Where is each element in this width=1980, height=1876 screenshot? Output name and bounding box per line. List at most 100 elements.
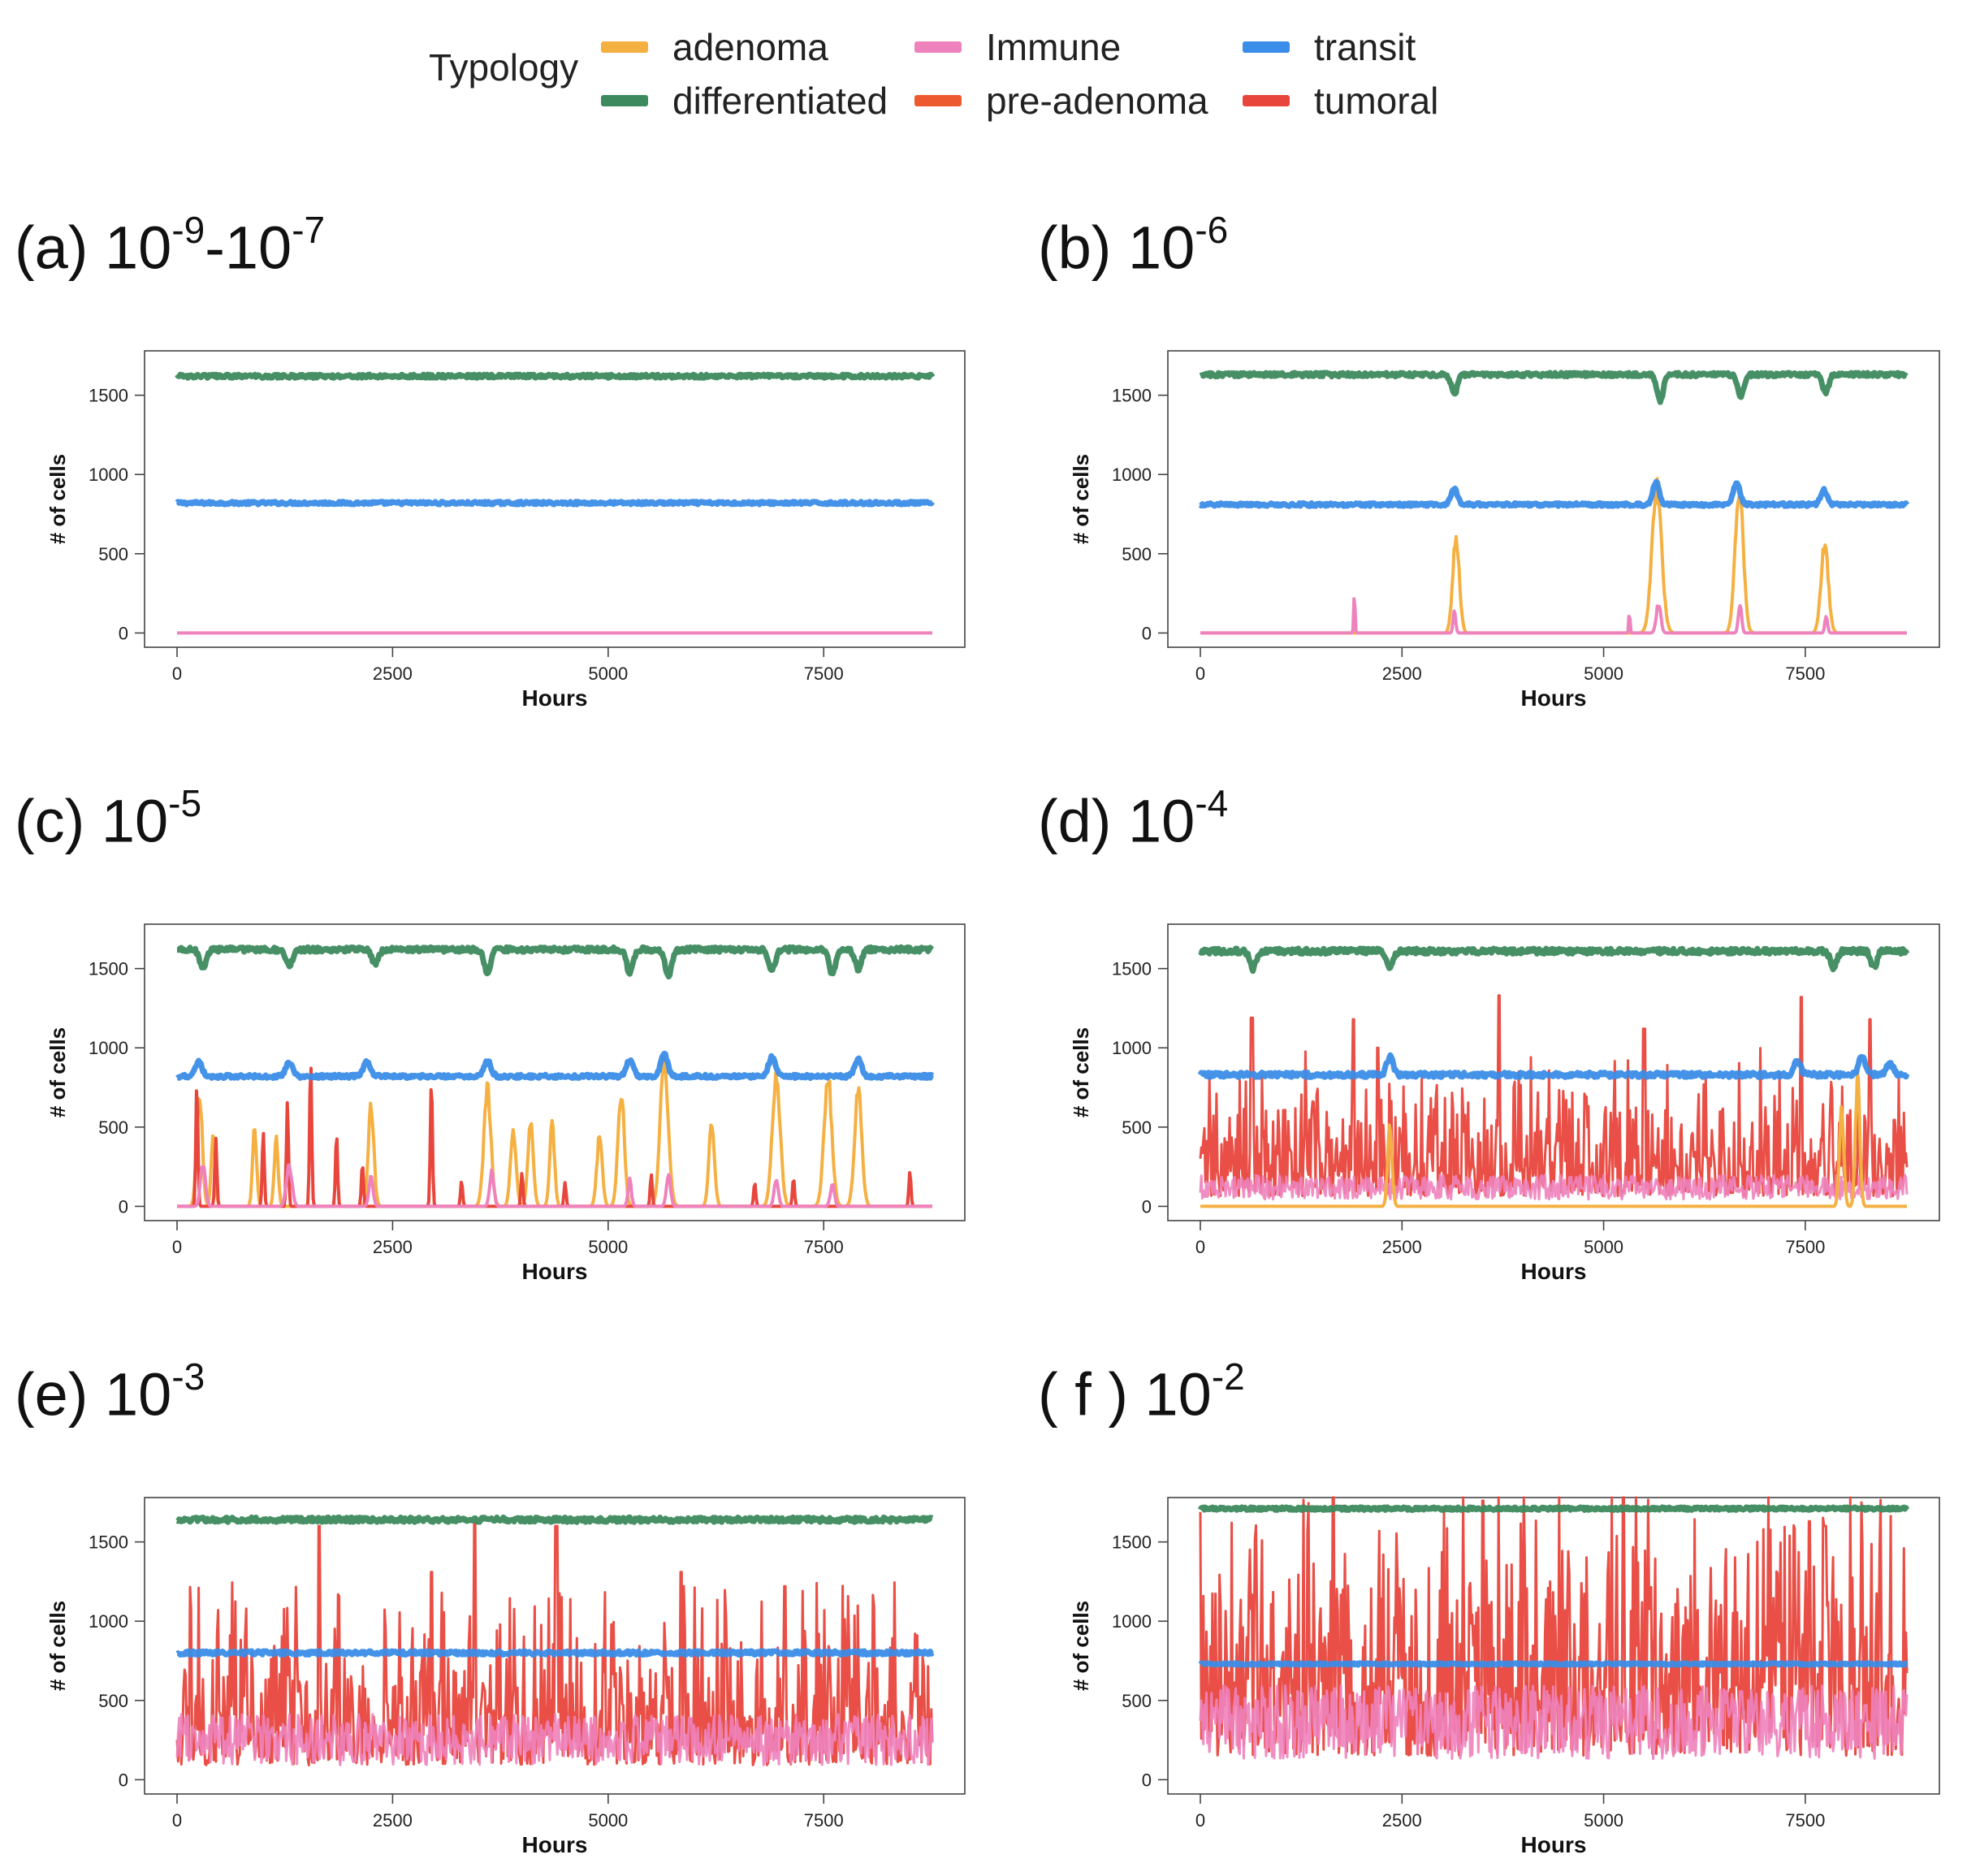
y-tick-label: 500 <box>98 544 128 564</box>
x-tick-label: 5000 <box>588 664 628 684</box>
chart-panel-b: (b) 10-6 0 500 1000 1500 0 2500 5000 7500 Hours #… <box>1038 209 1980 711</box>
x-axis-label: Hours <box>1521 1259 1587 1284</box>
series-line-immune <box>1199 1174 1909 1201</box>
x-tick-label: 7500 <box>1785 664 1825 684</box>
x-tick-label: 0 <box>1195 1237 1205 1257</box>
y-tick-label: 0 <box>119 623 128 643</box>
rate-base: 10 <box>105 214 172 282</box>
x-axis-label: Hours <box>1521 1832 1587 1857</box>
rate-base: 10 <box>101 787 169 855</box>
chart-legend: Typology adenoma Immune transit differen… <box>422 8 1478 130</box>
y-axis-label: # of cells <box>1069 1027 1093 1117</box>
rate-exponent-2: -7 <box>292 209 326 251</box>
x-tick-label: 5000 <box>1584 664 1623 684</box>
panel-title-b: (b) 10-6 <box>1038 209 1228 283</box>
line-plot-b: 0 500 1000 1500 0 2500 5000 7500 Hours # of cells <box>1069 350 1940 711</box>
plot-frame <box>144 923 966 1221</box>
panel-title-c: (c) 10-5 <box>15 782 201 856</box>
series-line-differentiated <box>1198 370 1909 405</box>
legend-swatch-adenoma <box>601 41 648 53</box>
x-axis-label: Hours <box>522 685 588 711</box>
plot-frame <box>1167 350 1940 648</box>
plot-frame <box>144 1497 966 1795</box>
x-tick-label: 0 <box>1195 664 1205 684</box>
y-axis-label: # of cells <box>45 1601 70 1691</box>
y-tick-label: 1000 <box>89 1038 128 1058</box>
legend-item-pre-adenoma: pre-adenoma <box>914 76 1208 125</box>
y-axis-label: # of cells <box>1069 454 1093 544</box>
rate-exponent: -4 <box>1195 782 1229 824</box>
panel-title-f: ( f ) 10-2 <box>1038 1355 1245 1429</box>
panel-title-e: (e) 10-3 <box>15 1355 205 1429</box>
series-line-transit <box>175 1648 935 1658</box>
series-line-differentiated <box>1198 945 1910 975</box>
panel-label: (a) <box>15 214 89 282</box>
y-tick-label: 1500 <box>1112 386 1152 406</box>
series-line-tumoral <box>175 1521 934 1766</box>
series-line-transit <box>1198 478 1910 509</box>
rate-exponent: -5 <box>168 782 202 824</box>
chart-panel-d: (d) 10-4 0 500 1000 1500 0 2500 5000 7500 Hours #… <box>1038 782 1980 1284</box>
y-tick-label: 500 <box>1122 1117 1152 1138</box>
series-line-tumoral <box>1199 994 1909 1197</box>
legend-swatch-transit <box>1243 41 1290 53</box>
y-tick-label: 0 <box>1142 623 1152 643</box>
x-axis-label: Hours <box>522 1259 588 1284</box>
line-plot-d: 0 500 1000 1500 0 2500 5000 7500 Hours # of cells <box>1069 923 1940 1284</box>
x-tick-label: 5000 <box>588 1237 628 1257</box>
y-axis-label: # of cells <box>1069 1601 1093 1691</box>
legend-label-immune: Immune <box>986 26 1122 68</box>
y-tick-label: 500 <box>1122 1691 1152 1711</box>
y-tick-label: 1000 <box>89 1611 128 1632</box>
y-tick-label: 1000 <box>1112 465 1152 485</box>
series-line-transit <box>175 1050 935 1081</box>
panel-label: (b) <box>1038 214 1112 282</box>
x-tick-label: 2500 <box>373 664 413 684</box>
legend-title: Typology <box>429 46 579 89</box>
rate-base-2: -10 <box>205 214 292 282</box>
legend-item-immune: Immune <box>914 23 1121 71</box>
panel-label: (e) <box>15 1360 89 1429</box>
legend-label-tumoral: tumoral <box>1314 80 1439 122</box>
line-plot-f: 0 500 1000 1500 0 2500 5000 7500 Hours # of cells <box>1069 1496 1940 1857</box>
chart-panel-c: (c) 10-5 0 500 1000 1500 0 2500 5000 7500 Hours #… <box>15 782 997 1284</box>
panel-label: ( f ) <box>1038 1360 1128 1429</box>
series-line-immune <box>176 1163 933 1208</box>
x-tick-label: 7500 <box>804 1810 844 1831</box>
y-tick-label: 1000 <box>1112 1611 1152 1632</box>
y-axis-label: # of cells <box>45 454 70 544</box>
x-axis-label: Hours <box>522 1832 588 1857</box>
y-axis-label: # of cells <box>45 1027 70 1117</box>
plot-frame <box>1167 923 1940 1221</box>
x-tick-label: 2500 <box>373 1810 413 1831</box>
y-tick-label: 500 <box>98 1691 128 1711</box>
y-tick-label: 0 <box>1142 1196 1152 1217</box>
y-tick-label: 500 <box>98 1117 128 1138</box>
y-tick-label: 1500 <box>1112 1532 1152 1553</box>
legend-label-differentiated: differentiated <box>672 80 888 122</box>
x-tick-label: 5000 <box>588 1810 628 1831</box>
panel-label: (d) <box>1038 787 1112 855</box>
rate-exponent: -3 <box>171 1355 205 1398</box>
legend-item-transit: transit <box>1243 23 1416 71</box>
y-tick-label: 0 <box>119 1196 128 1217</box>
series-line-transit <box>175 499 935 508</box>
rate-base: 10 <box>1144 1360 1212 1429</box>
series-line-differentiated <box>175 1514 935 1525</box>
line-plot-a: 0 500 1000 1500 0 2500 5000 7500 Hours # of cells <box>45 350 966 711</box>
x-tick-label: 5000 <box>1584 1810 1623 1831</box>
y-tick-label: 1500 <box>1112 959 1152 979</box>
chart-panel-f: ( f ) 10-2 0 500 1000 1500 0 2500 5000 7500 Hour… <box>1038 1355 1980 1857</box>
y-tick-label: 1000 <box>1112 1038 1152 1058</box>
x-tick-label: 2500 <box>1382 1810 1422 1831</box>
rate-base: 10 <box>105 1360 172 1429</box>
series-line-differentiated <box>1197 1504 1910 1513</box>
plot-frame <box>144 350 966 648</box>
line-plot-e: 0 500 1000 1500 0 2500 5000 7500 Hours # of cells <box>45 1497 966 1857</box>
y-tick-label: 0 <box>1142 1770 1152 1790</box>
y-tick-label: 1500 <box>89 1532 128 1553</box>
series-line-transit <box>1198 1660 1909 1668</box>
series-line-immune <box>1200 597 1908 635</box>
series-line-immune <box>175 1713 934 1766</box>
panel-title-a: (a) 10-9-10-7 <box>15 209 325 283</box>
